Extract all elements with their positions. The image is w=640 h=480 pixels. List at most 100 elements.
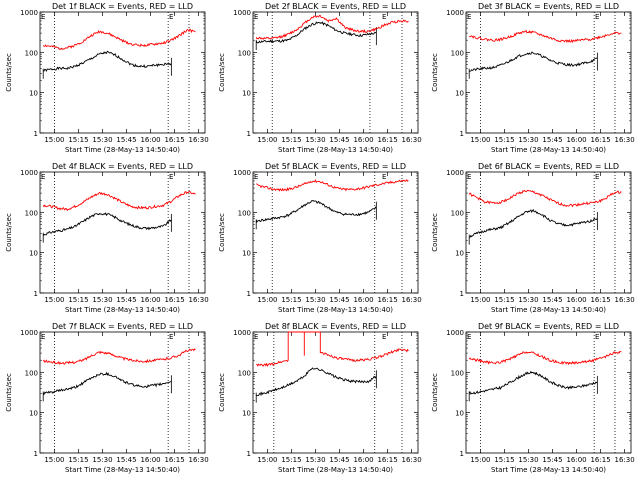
y-tick-label: 100	[25, 369, 38, 377]
plot-frame	[465, 171, 632, 294]
plot-frame	[39, 331, 206, 454]
x-tick-label: 15:45	[329, 456, 349, 464]
y-tick-label: 100	[451, 369, 464, 377]
x-tick-label: 15:15	[494, 456, 514, 464]
y-tick-label: 10	[29, 90, 38, 98]
y-tick-label: 1000	[446, 169, 464, 177]
y-tick-label: 100	[238, 49, 251, 57]
x-tick-label: 15:15	[68, 296, 88, 304]
detector-panel: Det 6f BLACK = Events, RED = LLD E E 1 10 100…	[431, 162, 635, 314]
x-tick-label: 15:15	[68, 456, 88, 464]
panel-title: Det 3f BLACK = Events, RED = LLD	[478, 2, 619, 11]
x-tick-label: 16:00	[140, 136, 160, 144]
x-tick-label: 16:15	[590, 456, 610, 464]
events-series-line	[469, 51, 598, 72]
x-tick-label: 15:45	[116, 136, 136, 144]
y-tick-label: 1000	[20, 9, 38, 17]
y-tick-label: 1	[460, 450, 464, 458]
corner-mark: E	[254, 173, 258, 181]
x-tick-label: 16:15	[377, 456, 397, 464]
detector-panel: Det 1f BLACK = Events, RED = LLD E E 1 10 100…	[5, 2, 209, 154]
y-tick-label: 1000	[20, 169, 38, 177]
y-axis-label: Counts/sec	[5, 213, 13, 252]
plot-frame	[252, 331, 419, 454]
panel-title: Det 1f BLACK = Events, RED = LLD	[52, 2, 193, 11]
corner-mark: E	[382, 333, 386, 341]
x-axis-label: Start Time (28-May-13 14:50:40)	[65, 306, 180, 314]
x-tick-label: 15:30	[518, 456, 538, 464]
corner-mark: E	[595, 173, 599, 181]
corner-mark: E	[595, 13, 599, 21]
x-tick-label: 15:00	[257, 136, 277, 144]
x-axis-label: Start Time (28-May-13 14:50:40)	[65, 146, 180, 154]
y-tick-label: 1	[34, 130, 38, 138]
x-tick-label: 15:00	[257, 456, 277, 464]
corner-mark: E	[169, 173, 173, 181]
corner-mark: E	[595, 333, 599, 341]
y-tick-label: 1000	[233, 9, 251, 17]
events-series-line	[42, 371, 172, 396]
detector-panel: Det 8f BLACK = Events, RED = LLD E E 1 10 100…	[218, 322, 422, 474]
lld-series-line	[468, 189, 622, 208]
lld-series-line	[256, 178, 409, 192]
y-axis-label: Counts/sec	[218, 373, 226, 412]
y-tick-label: 100	[238, 209, 251, 217]
y-tick-label: 100	[451, 209, 464, 217]
x-tick-label: 15:15	[68, 136, 88, 144]
x-tick-label: 16:00	[353, 456, 373, 464]
x-tick-label: 16:15	[590, 136, 610, 144]
x-tick-label: 15:45	[116, 456, 136, 464]
corner-mark: E	[382, 13, 386, 21]
x-tick-label: 16:15	[164, 136, 184, 144]
y-tick-label: 10	[455, 90, 464, 98]
lld-series-line	[468, 351, 622, 366]
plot-frame	[39, 11, 206, 134]
y-axis-label: Counts/sec	[218, 213, 226, 252]
corner-mark: E	[382, 173, 386, 181]
y-tick-label: 1	[247, 130, 251, 138]
x-tick-label: 15:15	[281, 136, 301, 144]
x-tick-label: 16:15	[377, 296, 397, 304]
x-tick-label: 16:15	[164, 456, 184, 464]
x-tick-label: 15:45	[542, 456, 562, 464]
detector-panel: Det 5f BLACK = Events, RED = LLD E E 1 10 100…	[218, 162, 422, 314]
corner-mark: E	[254, 13, 258, 21]
x-tick-label: 15:45	[329, 136, 349, 144]
panel-title: Det 7f BLACK = Events, RED = LLD	[52, 322, 193, 331]
corner-mark: E	[467, 173, 471, 181]
y-axis-label: Counts/sec	[431, 373, 439, 412]
x-tick-label: 16:30	[614, 456, 634, 464]
x-tick-label: 15:00	[470, 456, 490, 464]
panel-title: Det 4f BLACK = Events, RED = LLD	[52, 162, 193, 171]
x-tick-label: 16:15	[590, 296, 610, 304]
events-series-line	[469, 209, 598, 238]
x-tick-label: 16:00	[353, 136, 373, 144]
events-series-line	[255, 199, 377, 223]
x-tick-label: 15:00	[44, 136, 64, 144]
detector-panel: Det 9f BLACK = Events, RED = LLD E E 1 10 100…	[431, 322, 635, 474]
x-tick-label: 15:45	[116, 296, 136, 304]
x-tick-label: 15:00	[44, 456, 64, 464]
detector-panel: Det 4f BLACK = Events, RED = LLD E E 1 10 100…	[5, 162, 209, 314]
x-tick-label: 15:15	[281, 296, 301, 304]
y-tick-label: 10	[242, 250, 251, 258]
plot-frame	[465, 331, 632, 454]
y-tick-label: 1	[34, 290, 38, 298]
x-tick-label: 15:30	[305, 136, 325, 144]
plot-frame	[39, 171, 206, 294]
y-tick-label: 100	[25, 209, 38, 217]
x-tick-label: 16:30	[188, 456, 208, 464]
x-tick-label: 15:45	[542, 296, 562, 304]
y-tick-label: 1	[460, 290, 464, 298]
x-tick-label: 15:30	[305, 296, 325, 304]
x-tick-label: 15:30	[92, 456, 112, 464]
x-tick-label: 16:00	[140, 296, 160, 304]
events-series-line	[256, 367, 377, 397]
x-tick-label: 16:15	[377, 136, 397, 144]
y-tick-label: 10	[29, 250, 38, 258]
events-series-line	[42, 212, 172, 236]
y-axis-label: Counts/sec	[5, 373, 13, 412]
y-tick-label: 1000	[20, 329, 38, 337]
x-axis-label: Start Time (28-May-13 14:50:40)	[491, 466, 606, 474]
